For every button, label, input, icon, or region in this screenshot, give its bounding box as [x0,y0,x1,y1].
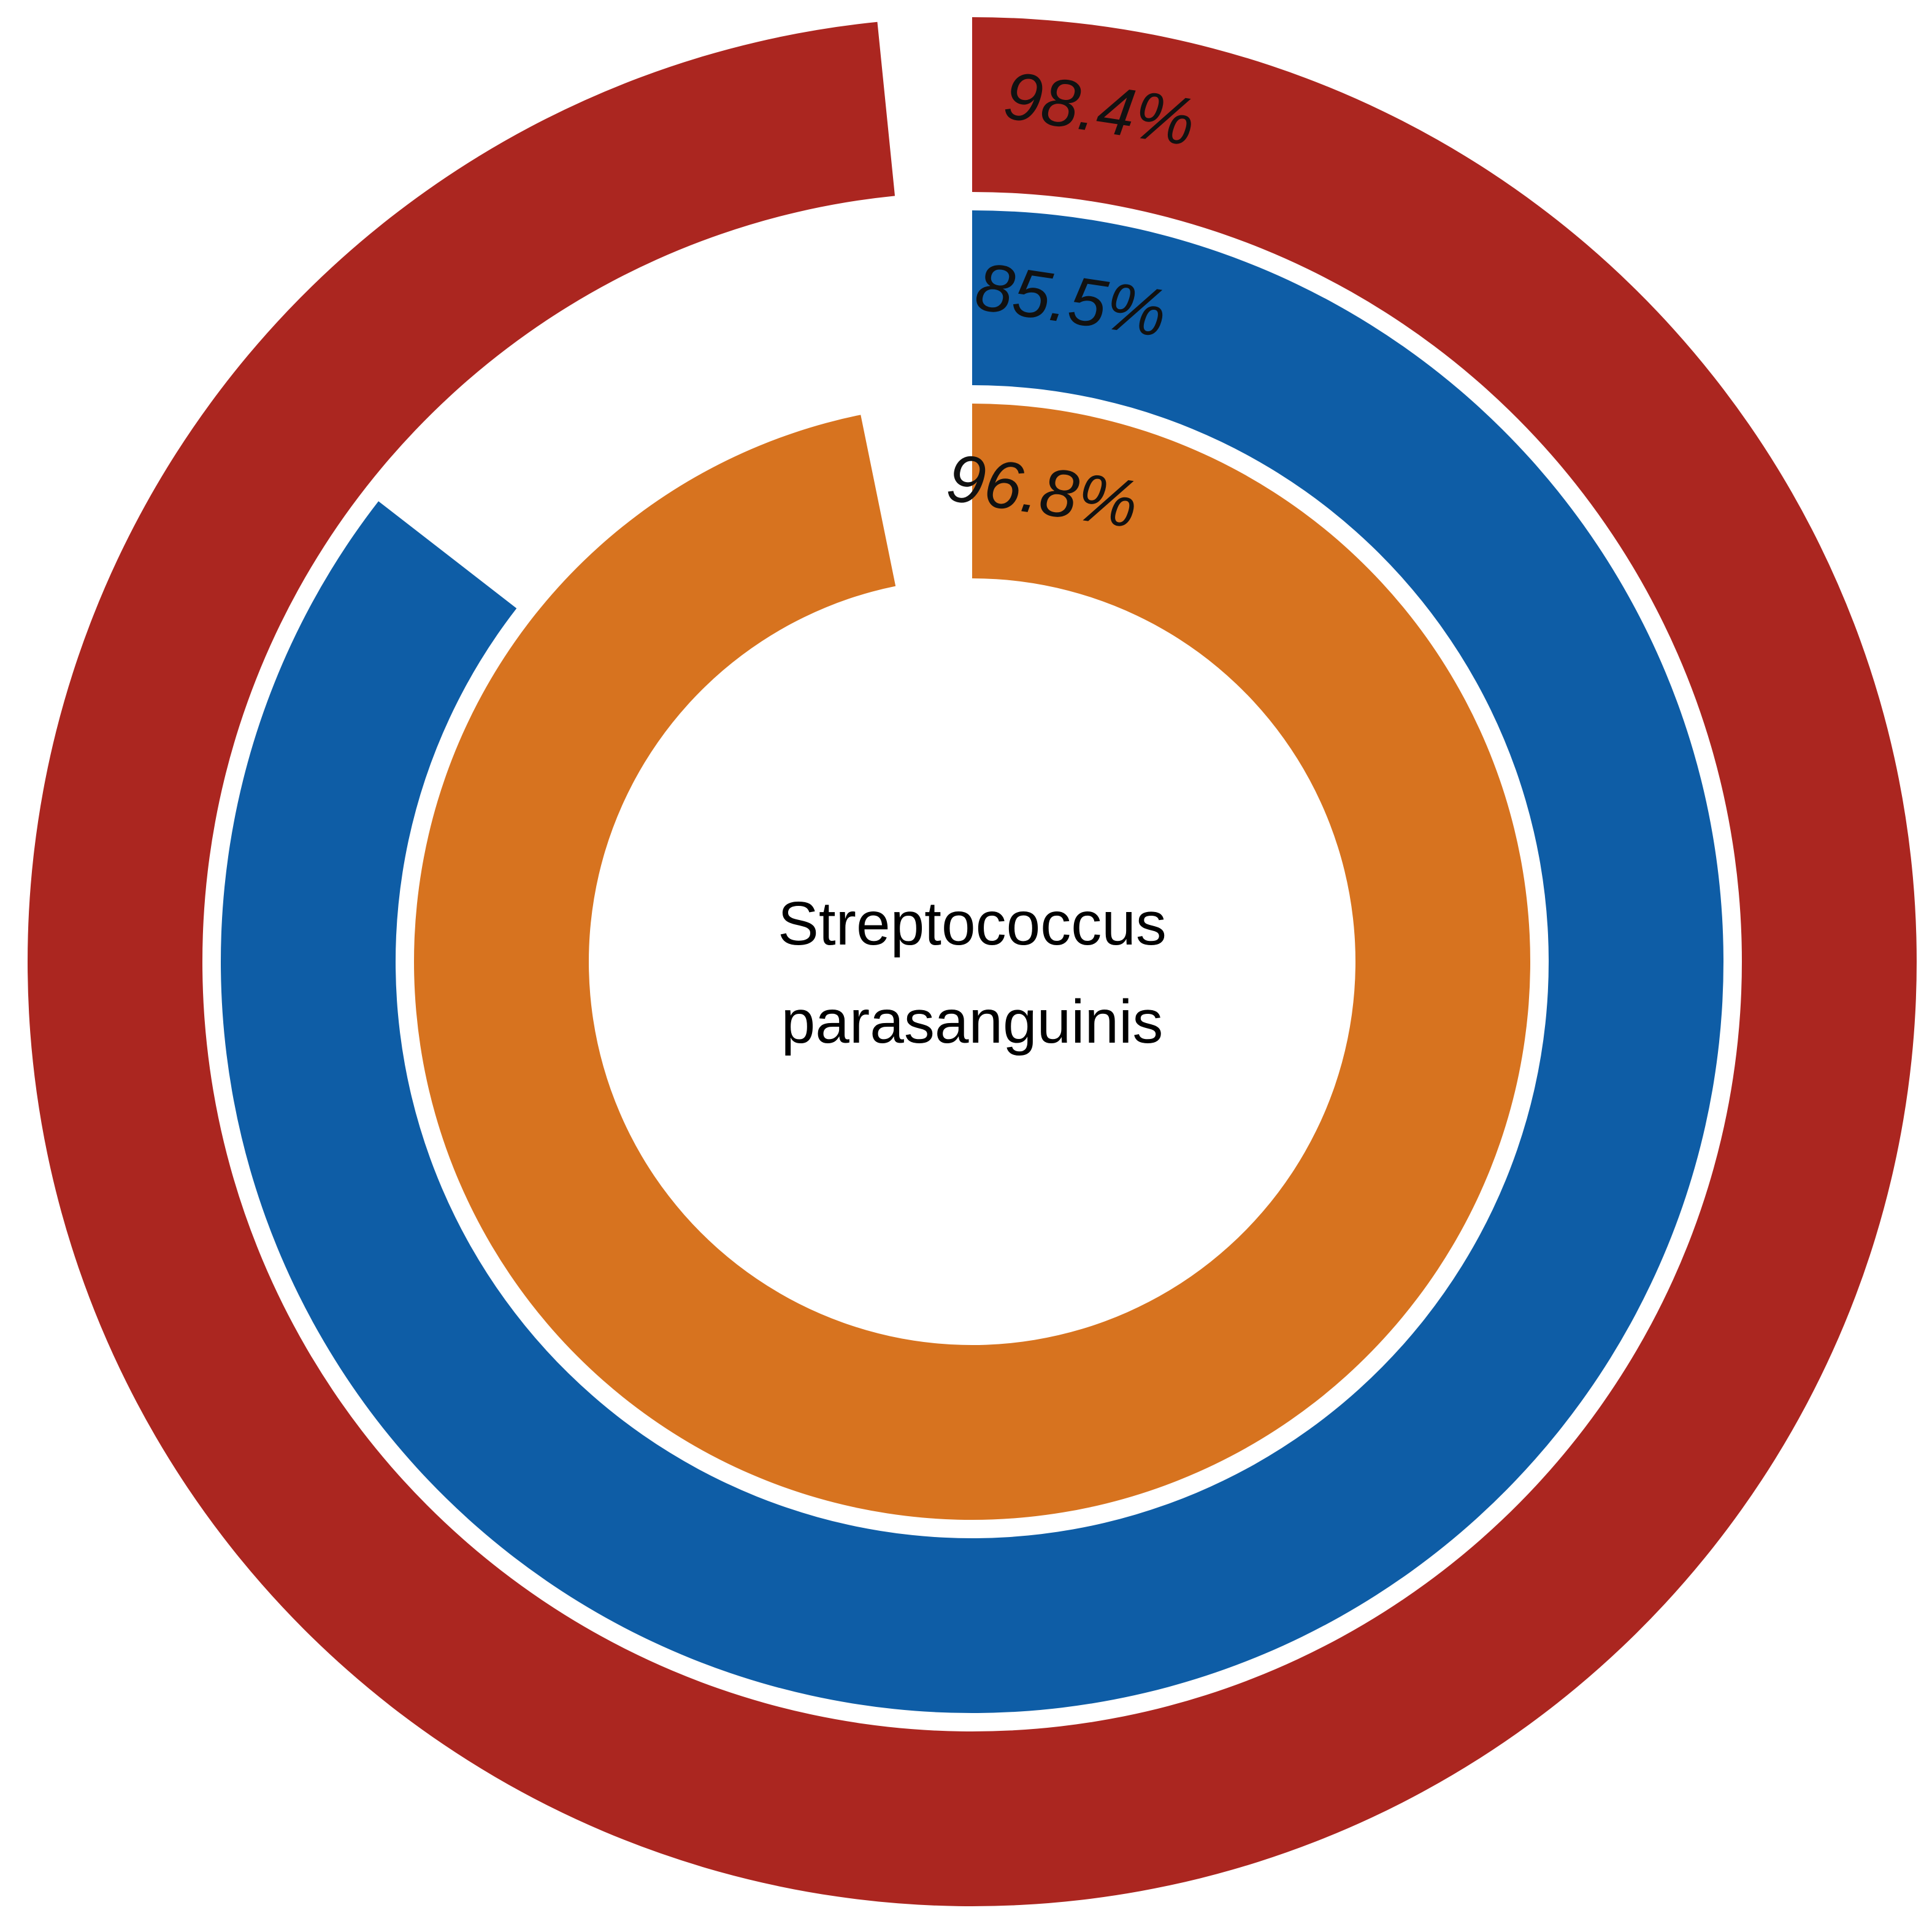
rings-layer [28,17,1917,1906]
center-label-line1: Streptococcus [778,889,1167,958]
center-label-line2: parasanguinis [781,987,1163,1056]
ring-bar-inner [414,404,1531,1520]
